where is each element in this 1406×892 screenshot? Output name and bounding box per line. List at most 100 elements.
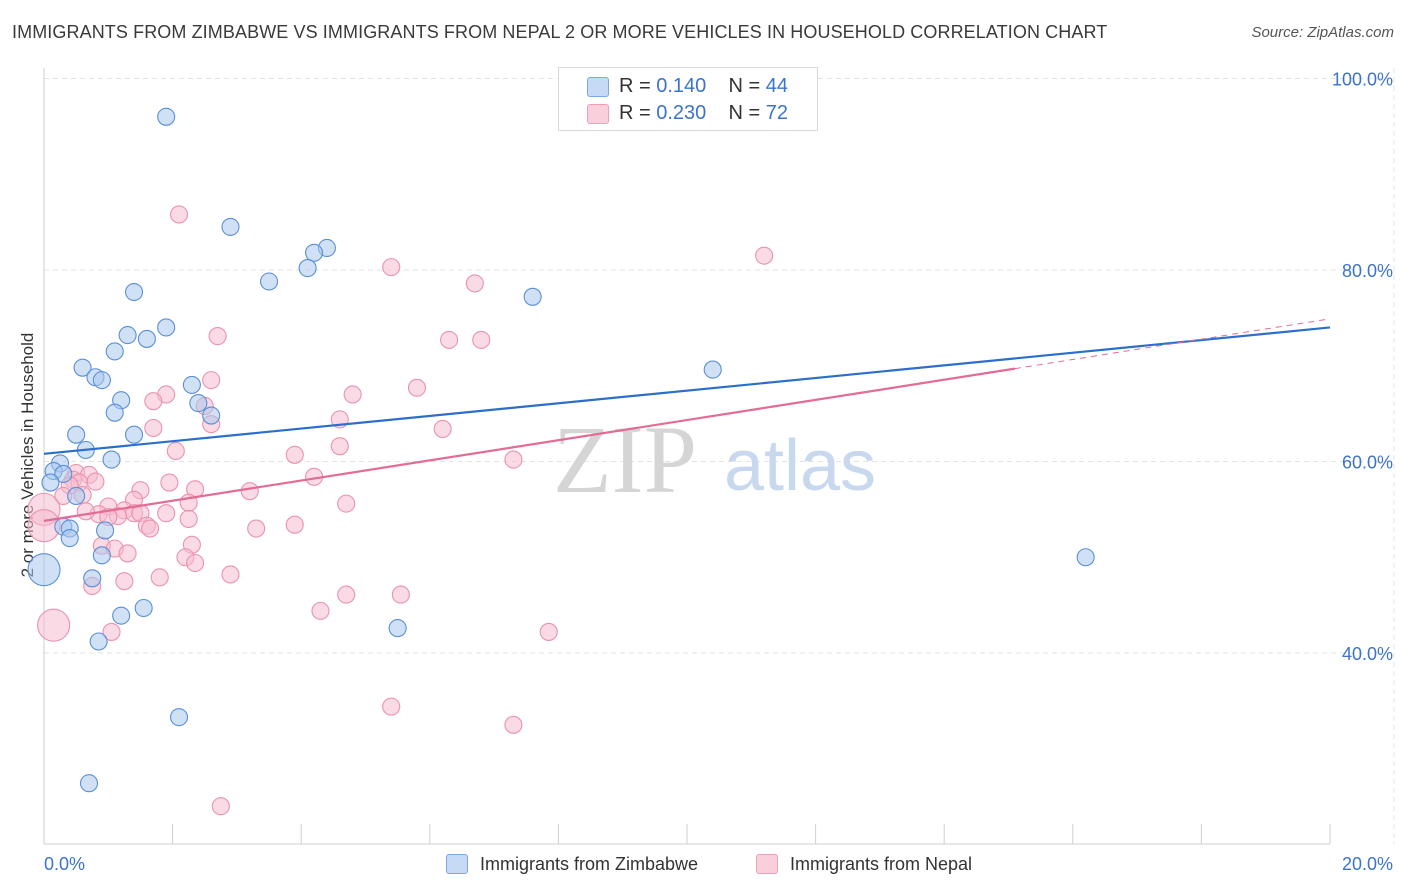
nepal-point bbox=[330, 437, 349, 456]
zimbabwe-point bbox=[60, 529, 79, 548]
legend-r-label: R = bbox=[619, 101, 657, 124]
nepal-point bbox=[337, 585, 356, 604]
zimbabwe-point bbox=[169, 708, 189, 727]
zimbabwe-point bbox=[41, 473, 60, 492]
bottom-legend-swatch-nepal bbox=[756, 854, 778, 874]
zimbabwe-point bbox=[105, 403, 124, 422]
nepal-point bbox=[160, 473, 179, 492]
nepal-point bbox=[504, 450, 523, 469]
watermark-atlas: atlas bbox=[724, 426, 876, 506]
nepal-point bbox=[391, 585, 410, 604]
zimbabwe-point bbox=[73, 358, 92, 377]
zimbabwe-point bbox=[305, 243, 324, 262]
nepal-point bbox=[169, 205, 189, 224]
legend-r-value: 0.140 bbox=[656, 74, 707, 97]
nepal-point bbox=[150, 568, 169, 587]
zimbabwe-point bbox=[189, 394, 208, 413]
watermark: ZIP atlas bbox=[553, 406, 876, 513]
axes bbox=[43, 68, 1331, 845]
nepal-point bbox=[102, 622, 121, 641]
zimbabwe-point bbox=[137, 329, 156, 348]
zimbabwe-point bbox=[89, 632, 108, 651]
zimbabwe-point bbox=[92, 546, 111, 565]
zimbabwe-point bbox=[134, 598, 153, 618]
zimbabwe-point bbox=[54, 464, 73, 483]
bottom-legend-label-nepal: Immigrants from Nepal bbox=[790, 853, 973, 874]
chart-title: IMMIGRANTS FROM ZIMBABWE VS IMMIGRANTS F… bbox=[12, 22, 1108, 42]
legend-n-label: N = bbox=[728, 101, 766, 124]
nepal-point bbox=[472, 330, 491, 349]
watermark-zip: ZIP bbox=[553, 406, 697, 513]
nepal-point bbox=[141, 519, 160, 538]
zimbabwe-point bbox=[102, 450, 121, 469]
nepal-point bbox=[76, 502, 95, 521]
zimbabwe-point bbox=[92, 371, 111, 390]
legend-swatch-zimbabwe bbox=[587, 77, 609, 97]
bottom-legend-nepal: Immigrants from Nepal bbox=[756, 852, 972, 876]
nepal-point bbox=[407, 378, 426, 397]
nepal-point bbox=[144, 418, 163, 438]
zimbabwe-point bbox=[112, 606, 131, 625]
zimbabwe-point bbox=[27, 553, 61, 587]
gridlines bbox=[44, 68, 1395, 844]
nepal-point bbox=[37, 608, 71, 642]
nepal-point bbox=[247, 519, 266, 538]
zimbabwe-point bbox=[1076, 548, 1095, 567]
nepal-point bbox=[208, 327, 227, 346]
nepal-point bbox=[382, 258, 401, 277]
nepal-point bbox=[311, 601, 330, 620]
nepal-point bbox=[504, 715, 523, 734]
bottom-legend-zimbabwe: Immigrants from Zimbabwe bbox=[446, 852, 698, 876]
nepal-point bbox=[144, 392, 163, 411]
nepal-point bbox=[285, 445, 304, 464]
nepal-point bbox=[337, 494, 356, 513]
zimbabwe-point bbox=[523, 287, 542, 306]
zimbabwe-point bbox=[157, 318, 176, 337]
zimbabwe-point bbox=[124, 282, 144, 302]
legend-n-label: N = bbox=[728, 74, 766, 97]
nepal-point bbox=[382, 697, 401, 716]
legend-r-label: R = bbox=[619, 74, 657, 97]
source-label: Source: ZipAtlas.com bbox=[1251, 24, 1394, 41]
zimbabwe-points bbox=[27, 107, 1095, 793]
nepal-point bbox=[211, 797, 230, 816]
zimbabwe-point bbox=[67, 425, 86, 444]
legend-row-zimbabwe: R = 0.140 N = 44 bbox=[619, 73, 788, 99]
nepal-point bbox=[465, 274, 484, 293]
y-tick-label: 100.0% bbox=[1332, 70, 1393, 90]
zimbabwe-point bbox=[182, 375, 201, 394]
nepal-trend-line bbox=[43, 367, 1016, 522]
nepal-point bbox=[86, 472, 105, 491]
zimbabwe-point bbox=[703, 360, 722, 379]
nepal-point bbox=[186, 553, 205, 573]
nepal-point bbox=[115, 572, 134, 591]
bottom-legend-label-zimbabwe: Immigrants from Zimbabwe bbox=[480, 853, 699, 874]
zimbabwe-point bbox=[67, 486, 86, 506]
zimbabwe-point bbox=[105, 342, 124, 361]
zimbabwe-point bbox=[96, 521, 115, 540]
x-tick-label-min: 0.0% bbox=[44, 854, 85, 874]
nepal-point bbox=[202, 371, 221, 390]
y-tick-label: 40.0% bbox=[1342, 644, 1393, 664]
nepal-trend-extension bbox=[1014, 318, 1331, 370]
legend-n-value: 72 bbox=[765, 101, 789, 124]
zimbabwe-point bbox=[124, 425, 144, 444]
zimbabwe-point bbox=[202, 406, 221, 425]
nepal-point bbox=[157, 504, 176, 523]
zimbabwe-point bbox=[221, 217, 240, 236]
nepal-point bbox=[166, 441, 185, 461]
x-tick-labels: 0.0% 20.0% bbox=[44, 854, 1393, 874]
zimbabwe-point bbox=[259, 272, 279, 291]
bottom-legend-swatch-zimbabwe bbox=[446, 854, 468, 874]
zimbabwe-point bbox=[118, 326, 137, 345]
correlation-legend: R = 0.140 N = 44 R = 0.230 N = 72 bbox=[558, 67, 818, 131]
zimbabwe-point bbox=[79, 774, 99, 793]
nepal-point bbox=[755, 246, 774, 265]
nepal-point bbox=[240, 482, 259, 501]
nepal-point bbox=[433, 419, 452, 438]
y-tick-labels: 40.0% 60.0% 80.0% 100.0% bbox=[1332, 70, 1393, 665]
y-tick-label: 60.0% bbox=[1342, 453, 1393, 473]
legend-n-value: 44 bbox=[765, 74, 789, 97]
legend-row-nepal: R = 0.230 N = 72 bbox=[619, 100, 788, 126]
y-tick-label: 80.0% bbox=[1342, 261, 1393, 281]
